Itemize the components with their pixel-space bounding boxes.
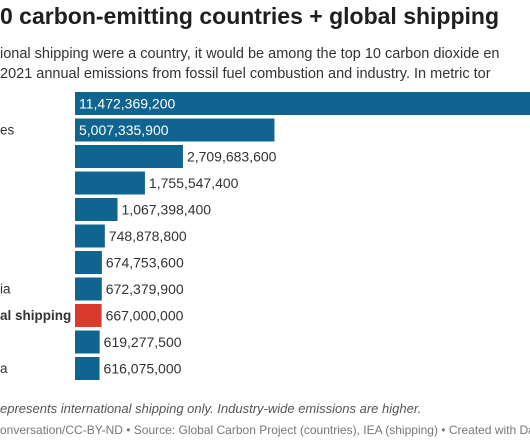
value-label-1: 5,007,335,900 xyxy=(79,122,169,138)
value-label-10: 616,075,000 xyxy=(104,361,182,377)
value-label-6: 674,753,600 xyxy=(106,255,184,271)
footnote: epresents international shipping only. I… xyxy=(0,401,422,416)
category-label-10: a xyxy=(0,361,8,376)
bar-9 xyxy=(75,330,100,354)
bar-2 xyxy=(75,145,183,168)
chart-title: 0 carbon-emitting countries + global shi… xyxy=(0,3,500,29)
value-label-7: 672,379,900 xyxy=(106,281,184,297)
value-label-8: 667,000,000 xyxy=(106,308,184,324)
category-label-1: es xyxy=(0,123,15,138)
bar-8 xyxy=(75,304,102,327)
value-label-2: 2,709,683,600 xyxy=(187,149,277,165)
subtitle-line-1: ional shipping were a country, it would … xyxy=(0,46,500,62)
bar-1 xyxy=(75,118,275,142)
bar-3 xyxy=(75,171,145,195)
value-label-0: 11,472,369,200 xyxy=(79,96,175,112)
bar-0 xyxy=(75,92,530,115)
value-label-3: 1,755,547,400 xyxy=(149,175,239,191)
category-label-8: al shipping xyxy=(0,308,71,323)
chart-subtitle: ional shipping were a country, it would … xyxy=(0,44,500,84)
value-label-4: 1,067,398,400 xyxy=(122,202,212,218)
value-label-5: 748,878,800 xyxy=(109,228,187,244)
bar-4 xyxy=(75,198,118,221)
value-label-9: 619,277,500 xyxy=(104,334,182,350)
bar-7 xyxy=(75,277,102,301)
subtitle-line-2: 2021 annual emissions from fossil fuel c… xyxy=(0,66,491,82)
bar-6 xyxy=(75,251,102,274)
bar-5 xyxy=(75,224,105,248)
source-credit: onversation/CC-BY-ND • Source: Global Ca… xyxy=(0,423,530,437)
bar-10 xyxy=(75,357,100,380)
category-label-7: ia xyxy=(0,282,11,297)
